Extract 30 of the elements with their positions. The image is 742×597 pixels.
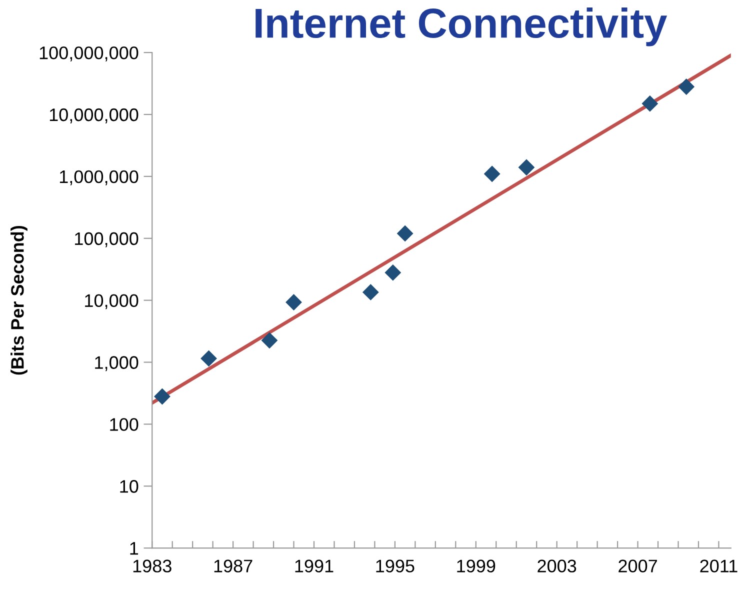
x-tick-label: 2011	[700, 560, 738, 572]
y-axis-title: (Bits Per Second)	[10, 226, 28, 375]
point	[200, 350, 217, 367]
y-tick-label: 10,000,000	[50, 108, 138, 124]
x-tick-label: 1995	[376, 560, 414, 572]
point	[286, 294, 302, 310]
point	[362, 284, 379, 300]
y-tick-label: 1,000	[95, 356, 138, 372]
x-tick-label: 2007	[618, 560, 657, 572]
point	[642, 95, 658, 112]
y-tick-label: 100,000,000	[40, 46, 138, 62]
point	[396, 225, 414, 242]
y-tick-label: 1	[130, 542, 138, 555]
y-tick-label: 100	[110, 418, 138, 431]
point	[518, 159, 535, 176]
y-tick-label: 10	[120, 480, 138, 493]
x-tick-label: 2003	[538, 560, 576, 572]
point	[261, 332, 278, 349]
y-tick-label: 10,000	[85, 294, 138, 310]
point	[154, 388, 170, 405]
x-tick-label: 1999	[457, 560, 496, 572]
y-tick-label: 100,000	[75, 232, 138, 248]
chart-title: Internet Connectivity	[256, 7, 668, 46]
x-tick-label: 1987	[214, 560, 252, 572]
y-tick-label: 1,000,000	[60, 170, 138, 186]
x-tick-label: 1991	[295, 560, 334, 572]
point	[678, 78, 695, 95]
point	[484, 166, 500, 182]
x-tick-label: 1983	[133, 560, 172, 572]
point	[384, 264, 402, 281]
